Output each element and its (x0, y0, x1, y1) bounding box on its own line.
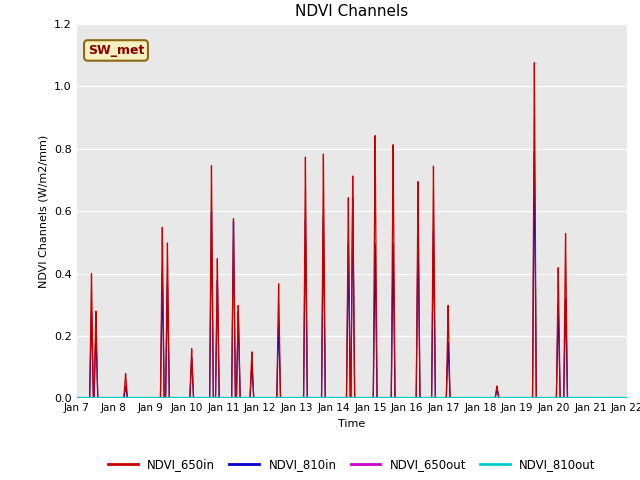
NDVI_810out (73, 395, 81, 400)
NDVI_810in (616, 396, 623, 401)
Title: NDVI Channels: NDVI Channels (296, 4, 408, 19)
NDVI_650in (531, 60, 538, 65)
NDVI_650in (566, 396, 574, 401)
NDVI_810out (616, 395, 623, 400)
NDVI_810in (531, 150, 538, 156)
Line: NDVI_650in: NDVI_650in (77, 62, 627, 398)
NDVI_650in (73, 396, 81, 401)
NDVI_650in (623, 396, 631, 401)
NDVI_810in (424, 396, 432, 401)
NDVI_810out (424, 395, 432, 400)
NDVI_650out (551, 396, 559, 401)
NDVI_810in (622, 396, 630, 401)
Text: SW_met: SW_met (88, 44, 144, 57)
NDVI_810out (551, 395, 559, 400)
Line: NDVI_810in: NDVI_810in (77, 153, 627, 398)
NDVI_650in (622, 396, 630, 401)
NDVI_650out (73, 396, 81, 401)
NDVI_810out (622, 395, 630, 400)
NDVI_810in (566, 396, 574, 401)
NDVI_650in (551, 396, 559, 401)
NDVI_650in (616, 396, 623, 401)
Legend: NDVI_650in, NDVI_810in, NDVI_650out, NDVI_810out: NDVI_650in, NDVI_810in, NDVI_650out, NDV… (104, 453, 600, 475)
NDVI_650out (623, 396, 631, 401)
NDVI_650out (321, 396, 328, 401)
X-axis label: Time: Time (339, 419, 365, 429)
NDVI_810out (321, 395, 328, 400)
NDVI_810in (321, 303, 328, 309)
NDVI_810out (623, 395, 631, 400)
NDVI_650out (622, 396, 630, 401)
NDVI_810in (551, 396, 559, 401)
NDVI_650out (424, 396, 432, 401)
NDVI_810in (623, 396, 631, 401)
NDVI_650out (616, 396, 623, 401)
Y-axis label: NDVI Channels (W/m2/mm): NDVI Channels (W/m2/mm) (38, 134, 49, 288)
NDVI_810in (73, 396, 81, 401)
NDVI_650out (566, 396, 574, 401)
NDVI_810out (566, 395, 574, 400)
NDVI_650in (424, 396, 432, 401)
NDVI_650in (321, 270, 328, 276)
